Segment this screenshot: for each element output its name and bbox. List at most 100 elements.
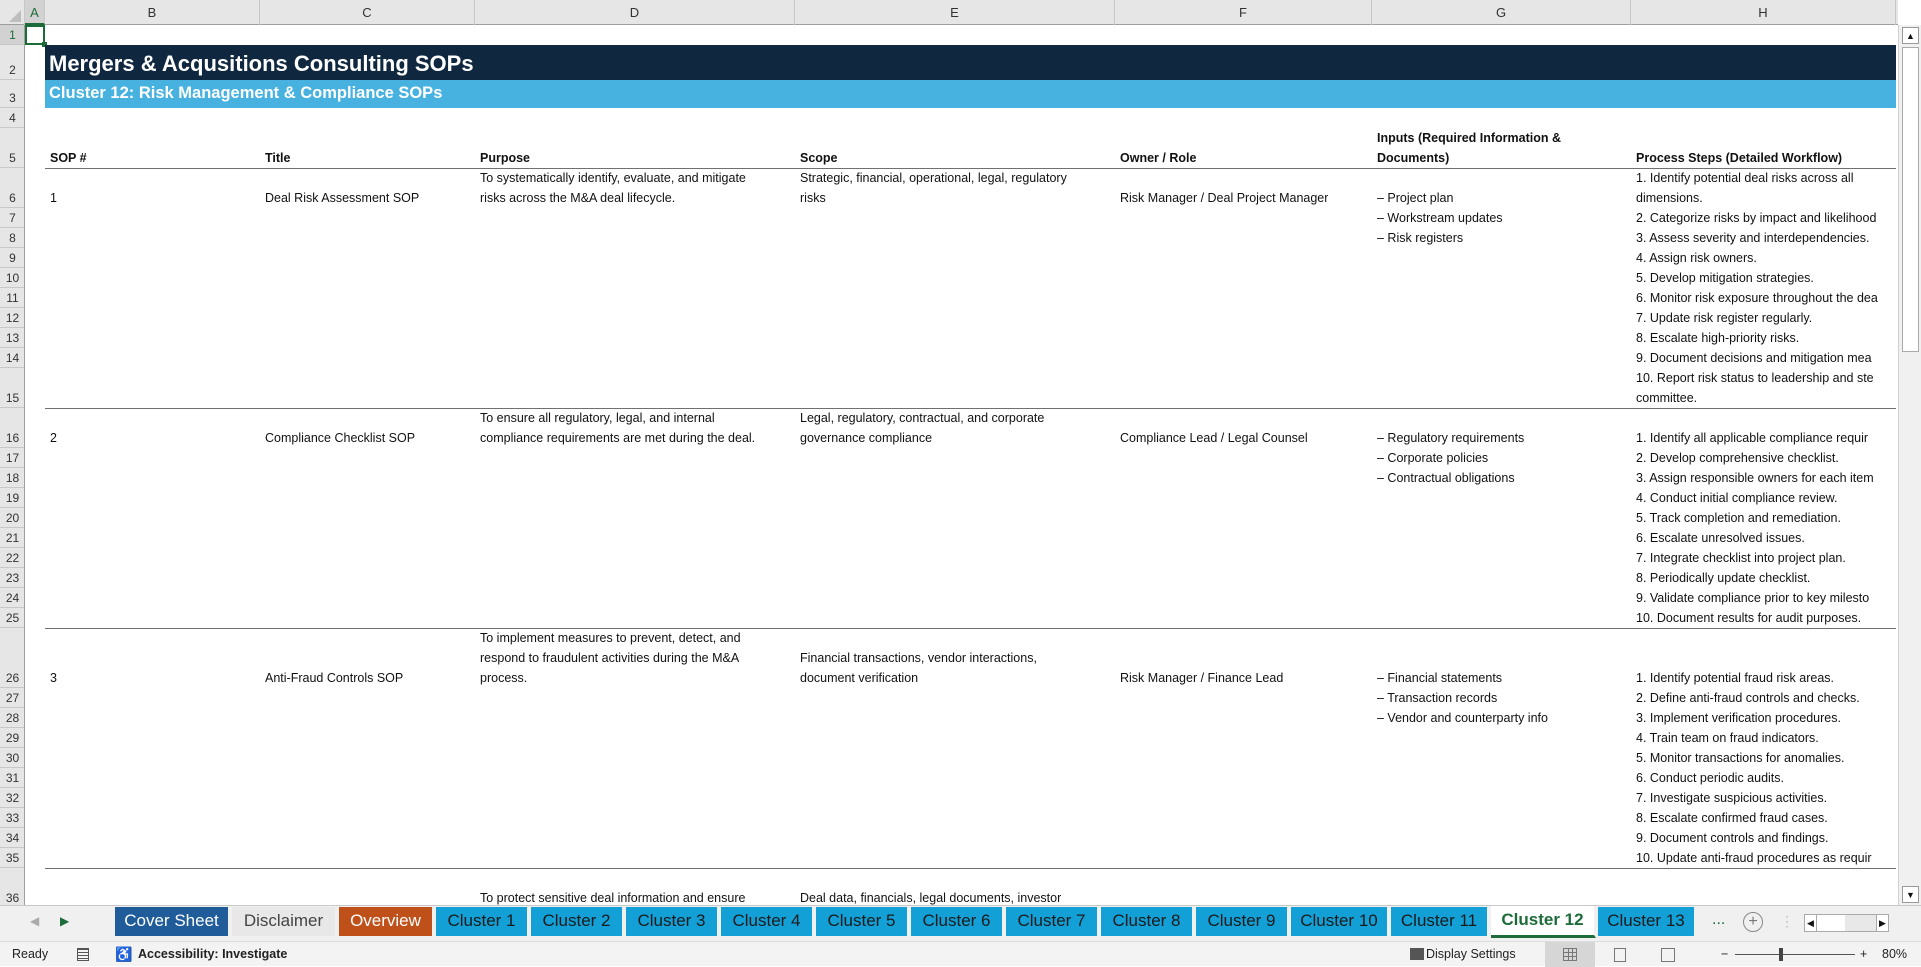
sop-scope[interactable]: Financial transactions, vendor interacti…: [800, 651, 1037, 665]
sheet-tab-cluster-6[interactable]: Cluster 6: [911, 907, 1004, 936]
column-header-c[interactable]: C: [260, 0, 475, 25]
sop-input[interactable]: – Risk registers: [1377, 231, 1464, 245]
process-step[interactable]: 7. Update risk register regularly.: [1636, 311, 1813, 325]
zoom-slider-thumb[interactable]: [1779, 948, 1784, 961]
sop-title[interactable]: Deal Risk Assessment SOP: [265, 191, 420, 205]
sop-input[interactable]: – Contractual obligations: [1377, 471, 1515, 485]
zoom-slider[interactable]: [1735, 954, 1855, 955]
process-step[interactable]: 4. Conduct initial compliance review.: [1636, 491, 1838, 505]
vertical-scrollbar[interactable]: ▲ ▼: [1898, 25, 1921, 905]
sop-purpose[interactable]: respond to fraudulent activities during …: [480, 651, 740, 665]
row-header-33[interactable]: 33: [0, 808, 24, 828]
row-header-2[interactable]: 2: [0, 45, 24, 80]
sop-scope[interactable]: risks: [800, 191, 826, 205]
row-header-24[interactable]: 24: [0, 588, 24, 608]
row-header-23[interactable]: 23: [0, 568, 24, 588]
sop-purpose[interactable]: To protect sensitive deal information an…: [480, 891, 746, 905]
row-header-28[interactable]: 28: [0, 708, 24, 728]
sop-scope[interactable]: Strategic, financial, operational, legal…: [800, 171, 1067, 185]
row-header-26[interactable]: 26: [0, 628, 24, 688]
row-header-11[interactable]: 11: [0, 288, 24, 308]
scroll-left-icon[interactable]: ◀: [1805, 915, 1817, 931]
selected-cell-a1[interactable]: [25, 25, 47, 47]
sop-purpose[interactable]: To ensure all regulatory, legal, and int…: [480, 411, 715, 425]
column-header-d[interactable]: D: [475, 0, 795, 25]
process-step[interactable]: 1. Identify potential deal risks across …: [1636, 171, 1854, 185]
row-header-34[interactable]: 34: [0, 828, 24, 848]
sop-input[interactable]: – Project plan: [1377, 191, 1454, 205]
horizontal-scroll-thumb[interactable]: [1817, 915, 1845, 931]
sop-title[interactable]: Anti-Fraud Controls SOP: [265, 671, 404, 685]
sop-purpose[interactable]: risks across the M&A deal lifecycle.: [480, 191, 676, 205]
tab-splitter-handle[interactable]: ⋮: [1780, 913, 1794, 929]
sheet-tab-overview[interactable]: Overview: [339, 907, 434, 936]
sheet-tab-cluster-10[interactable]: Cluster 10: [1291, 907, 1389, 936]
process-step[interactable]: 2. Define anti-fraud controls and checks…: [1636, 691, 1860, 705]
row-header-3[interactable]: 3: [0, 80, 24, 108]
column-header-g[interactable]: G: [1372, 0, 1631, 25]
display-settings-button[interactable]: Display Settings: [1426, 947, 1516, 961]
process-step[interactable]: 2. Categorize risks by impact and likeli…: [1636, 211, 1877, 225]
process-step[interactable]: 10. Document results for audit purposes.: [1636, 611, 1862, 625]
process-step[interactable]: 4. Train team on fraud indicators.: [1636, 731, 1819, 745]
process-step[interactable]: 5. Track completion and remediation.: [1636, 511, 1841, 525]
process-step[interactable]: 9. Document decisions and mitigation mea: [1636, 351, 1872, 365]
process-step[interactable]: 3. Assess severity and interdependencies…: [1636, 231, 1870, 245]
row-header-25[interactable]: 25: [0, 608, 24, 628]
row-header-31[interactable]: 31: [0, 768, 24, 788]
scroll-right-icon[interactable]: ▶: [1876, 915, 1888, 931]
sheet-tab-cluster-7[interactable]: Cluster 7: [1006, 907, 1099, 936]
sop-purpose[interactable]: compliance requirements are met during t…: [480, 431, 756, 445]
row-header-15[interactable]: 15: [0, 368, 24, 408]
sop-title[interactable]: Compliance Checklist SOP: [265, 431, 416, 445]
process-step[interactable]: dimensions.: [1636, 191, 1703, 205]
process-step[interactable]: 3. Implement verification procedures.: [1636, 711, 1841, 725]
row-header-7[interactable]: 7: [0, 208, 24, 228]
row-header-16[interactable]: 16: [0, 408, 24, 448]
row-header-35[interactable]: 35: [0, 848, 24, 868]
sop-owner[interactable]: Risk Manager / Finance Lead: [1120, 671, 1284, 685]
process-step[interactable]: 8. Escalate high-priority risks.: [1636, 331, 1800, 345]
process-step[interactable]: 10. Update anti-fraud procedures as requ…: [1636, 851, 1872, 865]
sop-owner[interactable]: Compliance Lead / Legal Counsel: [1120, 431, 1308, 445]
sheet-tab-cluster-8[interactable]: Cluster 8: [1101, 907, 1194, 936]
row-header-1[interactable]: 1: [0, 25, 24, 45]
process-step[interactable]: 8. Periodically update checklist.: [1636, 571, 1811, 585]
sop-input[interactable]: – Corporate policies: [1377, 451, 1489, 465]
process-step[interactable]: 5. Monitor transactions for anomalies.: [1636, 751, 1845, 765]
sop-input[interactable]: – Workstream updates: [1377, 211, 1503, 225]
process-step[interactable]: 7. Integrate checklist into project plan…: [1636, 551, 1846, 565]
row-header-5[interactable]: 5: [0, 128, 24, 168]
process-step[interactable]: 9. Document controls and findings.: [1636, 831, 1829, 845]
sheet-tab-cluster-9[interactable]: Cluster 9: [1196, 907, 1289, 936]
process-step[interactable]: 6. Conduct periodic audits.: [1636, 771, 1785, 785]
zoom-in-icon[interactable]: +: [1860, 947, 1868, 961]
row-header-18[interactable]: 18: [0, 468, 24, 488]
sheet-tab-cluster-13[interactable]: Cluster 13: [1598, 907, 1696, 936]
select-all-button[interactable]: [0, 0, 25, 25]
row-header-30[interactable]: 30: [0, 748, 24, 768]
scroll-down-icon[interactable]: ▼: [1902, 886, 1919, 903]
sop-number[interactable]: 1: [50, 191, 57, 205]
row-header-6[interactable]: 6: [0, 168, 24, 208]
column-header-e[interactable]: E: [795, 0, 1115, 25]
accessibility-status[interactable]: Accessibility: Investigate: [138, 947, 288, 961]
column-header-f[interactable]: F: [1115, 0, 1372, 25]
normal-view-button[interactable]: [1545, 942, 1595, 967]
sheet-tab-cluster-12[interactable]: Cluster 12: [1491, 906, 1596, 938]
page-break-preview-icon[interactable]: [1661, 948, 1675, 962]
column-header-a[interactable]: A: [25, 0, 45, 25]
sheet-tab-cluster-11[interactable]: Cluster 11: [1391, 907, 1489, 936]
sop-scope[interactable]: governance compliance: [800, 431, 933, 445]
row-header-10[interactable]: 10: [0, 268, 24, 288]
more-sheets-button[interactable]: ...: [1712, 911, 1726, 928]
sop-number[interactable]: 2: [50, 431, 57, 445]
sop-scope[interactable]: document verification: [800, 671, 919, 685]
scroll-thumb[interactable]: [1902, 47, 1919, 352]
zoom-out-icon[interactable]: −: [1721, 947, 1729, 961]
sop-purpose[interactable]: process.: [480, 671, 528, 685]
process-step[interactable]: 4. Assign risk owners.: [1636, 251, 1757, 265]
sheet-tab-cluster-5[interactable]: Cluster 5: [816, 907, 909, 936]
process-step[interactable]: 1. Identify all applicable compliance re…: [1636, 431, 1869, 445]
process-step[interactable]: 1. Identify potential fraud risk areas.: [1636, 671, 1835, 685]
